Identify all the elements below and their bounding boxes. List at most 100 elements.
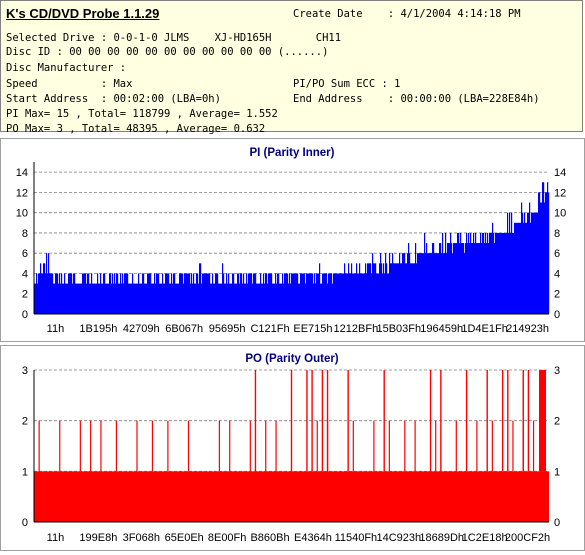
pi-bar — [133, 283, 135, 314]
pi-xtick-label: 1D4E1Fh — [461, 323, 507, 335]
pi-bar — [347, 273, 349, 314]
pi-bar — [261, 283, 263, 314]
po-ytick-right: 3 — [554, 365, 560, 377]
pi-bar — [121, 283, 123, 314]
pi-bar — [380, 253, 382, 314]
pi-bar — [258, 283, 260, 314]
pi-bar — [455, 243, 457, 314]
pi-bar — [333, 273, 335, 314]
pi-bar — [45, 273, 47, 314]
pi-bar — [483, 232, 485, 314]
pi-bar — [393, 263, 395, 314]
pi-bar — [492, 222, 494, 314]
pi-bar — [426, 243, 428, 314]
pi-bar — [286, 273, 288, 314]
pi-bar — [288, 283, 290, 314]
pi-bar — [313, 283, 315, 314]
po-xtick-label: 8E00Fh — [208, 532, 247, 544]
pi-bar — [176, 283, 178, 314]
pi-bar — [77, 283, 79, 314]
pi-bar — [293, 273, 295, 314]
pi-bar — [311, 273, 313, 314]
pi-bar — [490, 232, 492, 314]
pi-bar — [143, 273, 145, 314]
pi-bar — [83, 273, 85, 314]
app-title: K's CD/DVD Probe 1.1.29 — [6, 6, 160, 21]
pi-bar — [500, 232, 502, 314]
pi-bar — [377, 273, 379, 314]
pi-bar — [263, 273, 265, 314]
po-ytick-right: 1 — [554, 466, 560, 478]
pi-bar — [443, 253, 445, 314]
pi-bar — [237, 273, 239, 314]
pi-bar — [162, 273, 164, 314]
pi-bar — [540, 202, 542, 314]
pi-bar — [199, 263, 201, 314]
pi-bar — [452, 253, 454, 314]
pi-bar — [247, 283, 249, 314]
pi-bar — [135, 283, 137, 314]
disc-id: Disc ID : 00 00 00 00 00 00 00 00 00 00 … — [6, 46, 329, 58]
pi-bar — [257, 283, 259, 314]
pi-bar — [535, 212, 537, 314]
pi-bar — [165, 273, 167, 314]
speed: Speed : Max — [6, 78, 133, 90]
pi-xtick-label: EE715h — [293, 323, 332, 335]
pi-bar — [227, 283, 229, 314]
po-baseline-fill — [34, 471, 549, 522]
pi-bar — [40, 263, 42, 314]
pi-bar — [476, 243, 478, 314]
pi-bar — [134, 283, 136, 314]
pi-bar — [172, 283, 174, 314]
pi-bar — [508, 232, 510, 314]
pi-bar — [501, 232, 503, 314]
pi-bar — [171, 273, 173, 314]
pi-bar — [512, 232, 514, 314]
pi-bar — [86, 283, 88, 314]
pi-bar — [448, 243, 450, 314]
pi-bar — [112, 273, 114, 314]
pi-bar — [284, 273, 286, 314]
pi-bar — [150, 273, 152, 314]
pi-bar — [106, 283, 108, 314]
pi-ytick-left: 8 — [22, 228, 28, 240]
pi-ytick-left: 10 — [16, 208, 28, 220]
pi-bar — [334, 273, 336, 314]
po-ytick-right: 2 — [554, 416, 560, 428]
pi-ytick-right: 0 — [554, 309, 560, 321]
pi-bar — [463, 243, 465, 314]
pi-bar — [207, 273, 209, 314]
pi-bar — [301, 273, 303, 314]
pi-bar — [233, 273, 235, 314]
pi-bar — [55, 273, 57, 314]
pi-bar — [279, 283, 281, 314]
create-date: Create Date : 4/1/2004 4:14:18 PM — [293, 8, 521, 20]
pi-bar — [148, 273, 150, 314]
pi-bar — [59, 273, 61, 314]
pi-bar — [39, 273, 41, 314]
pi-bar — [353, 273, 355, 314]
pi-bar — [488, 243, 490, 314]
pi-bar — [547, 182, 549, 314]
po-ytick-left: 3 — [22, 365, 28, 377]
pi-bar — [243, 273, 245, 314]
pi-bar — [289, 273, 291, 314]
pi-bar — [372, 253, 374, 314]
pi-bar — [543, 182, 545, 314]
pi-bar — [466, 232, 468, 314]
pi-bar — [266, 273, 268, 314]
pi-bar — [494, 243, 496, 314]
pi-bar — [410, 263, 412, 314]
pi-bar — [182, 273, 184, 314]
pi-bar — [44, 263, 46, 314]
pi-bar — [397, 263, 399, 314]
pi-chart: PI (Parity Inner) 0 0 2 2 4 4 6 6 8 8 10 10 12 12 14 14… — [0, 138, 585, 342]
po-xtick-label: 18689Dh — [419, 532, 464, 544]
pi-bar — [374, 263, 376, 314]
pi-bar — [252, 283, 254, 314]
pi-bar — [390, 263, 392, 314]
pi-bar — [428, 253, 430, 314]
pi-ytick-left: 4 — [22, 268, 28, 280]
pi-bar — [130, 283, 132, 314]
pi-bar — [442, 232, 444, 314]
